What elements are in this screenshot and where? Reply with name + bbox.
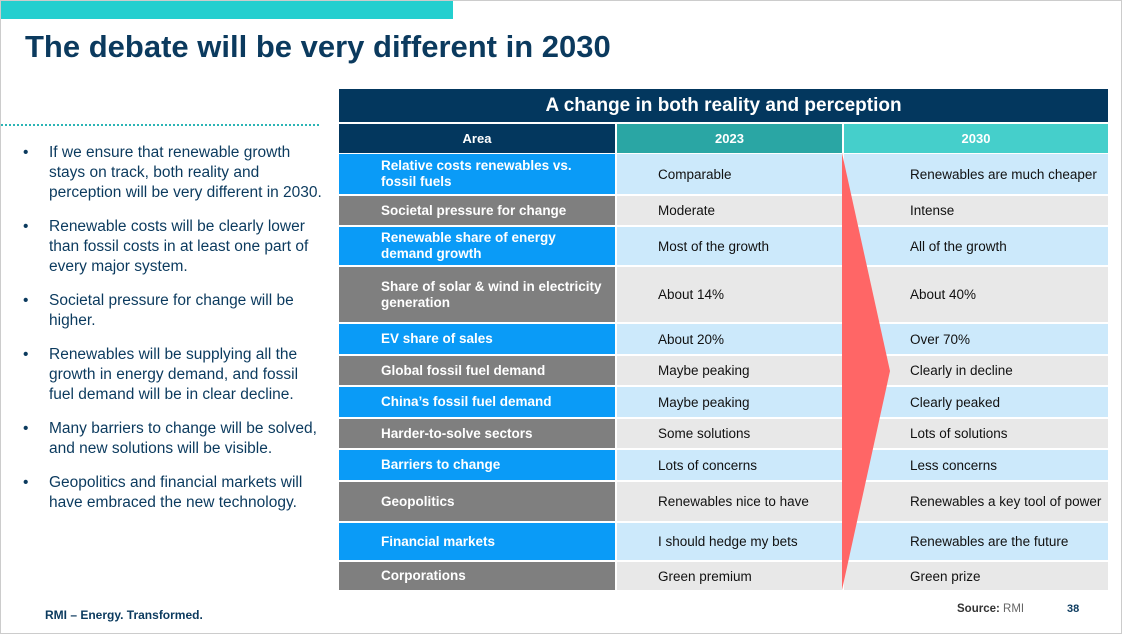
table-title: A change in both reality and perception bbox=[339, 89, 1108, 122]
source-value: RMI bbox=[1003, 603, 1025, 615]
cell-area: EV share of sales bbox=[339, 324, 615, 354]
cell-2023: Moderate bbox=[617, 196, 842, 225]
cell-2030: Renewables are much cheaper bbox=[844, 154, 1108, 194]
cell-2023: Renewables nice to have bbox=[617, 482, 842, 521]
cell-area: Corporations bbox=[339, 562, 615, 590]
header-2023: 2023 bbox=[617, 124, 842, 153]
cell-2030: Renewables are the future bbox=[844, 523, 1108, 560]
source-label: Source: bbox=[957, 603, 1000, 615]
header-area: Area bbox=[339, 124, 615, 153]
cell-2023: Some solutions bbox=[617, 419, 842, 448]
cell-2030: All of the growth bbox=[844, 227, 1108, 265]
bullet-item: Many barriers to change will be solved, … bbox=[23, 419, 323, 459]
cell-2030: Intense bbox=[844, 196, 1108, 225]
bullet-item: Renewables will be supplying all the gro… bbox=[23, 345, 323, 405]
cell-2023: About 14% bbox=[617, 267, 842, 322]
cell-2030: Renewables a key tool of power bbox=[844, 482, 1108, 521]
bullet-item: Renewable costs will be clearly lower th… bbox=[23, 217, 323, 277]
cell-2023: Most of the growth bbox=[617, 227, 842, 265]
cell-2023: I should hedge my bets bbox=[617, 523, 842, 560]
bullet-item: If we ensure that renewable growth stays… bbox=[23, 143, 323, 203]
cell-2030: Green prize bbox=[844, 562, 1108, 590]
arrow-icon bbox=[842, 153, 890, 590]
cell-area: Global fossil fuel demand bbox=[339, 356, 615, 385]
bullet-list: If we ensure that renewable growth stays… bbox=[23, 143, 323, 527]
cell-2023: Maybe peaking bbox=[617, 387, 842, 417]
accent-bar bbox=[1, 1, 453, 19]
cell-2023: About 20% bbox=[617, 324, 842, 354]
source-note: Source: RMI bbox=[957, 603, 1024, 615]
cell-area: Barriers to change bbox=[339, 450, 615, 480]
bullet-item: Societal pressure for change will be hig… bbox=[23, 291, 323, 331]
page-number: 38 bbox=[1067, 603, 1080, 615]
cell-area: Relative costs renewables vs. fossil fue… bbox=[339, 154, 615, 194]
cell-2023: Lots of concerns bbox=[617, 450, 842, 480]
cell-2030: Over 70% bbox=[844, 324, 1108, 354]
cell-2023: Maybe peaking bbox=[617, 356, 842, 385]
cell-2023: Green premium bbox=[617, 562, 842, 590]
cell-2030: Clearly peaked bbox=[844, 387, 1108, 417]
cell-2030: About 40% bbox=[844, 267, 1108, 322]
cell-area: Renewable share of energy demand growth bbox=[339, 227, 615, 265]
cell-area: Share of solar & wind in electricity gen… bbox=[339, 267, 615, 322]
page-title: The debate will be very different in 203… bbox=[25, 29, 611, 64]
cell-area: Harder-to-solve sectors bbox=[339, 419, 615, 448]
footer-tagline: RMI – Energy. Transformed. bbox=[45, 608, 203, 622]
divider bbox=[1, 124, 319, 126]
cell-area: Geopolitics bbox=[339, 482, 615, 521]
cell-2030: Less concerns bbox=[844, 450, 1108, 480]
cell-2023: Comparable bbox=[617, 154, 842, 194]
cell-2030: Lots of solutions bbox=[844, 419, 1108, 448]
bullet-item: Geopolitics and financial markets will h… bbox=[23, 473, 323, 513]
header-2030: 2030 bbox=[844, 124, 1108, 153]
cell-area: China’s fossil fuel demand bbox=[339, 387, 615, 417]
cell-area: Societal pressure for change bbox=[339, 196, 615, 225]
cell-area: Financial markets bbox=[339, 523, 615, 560]
